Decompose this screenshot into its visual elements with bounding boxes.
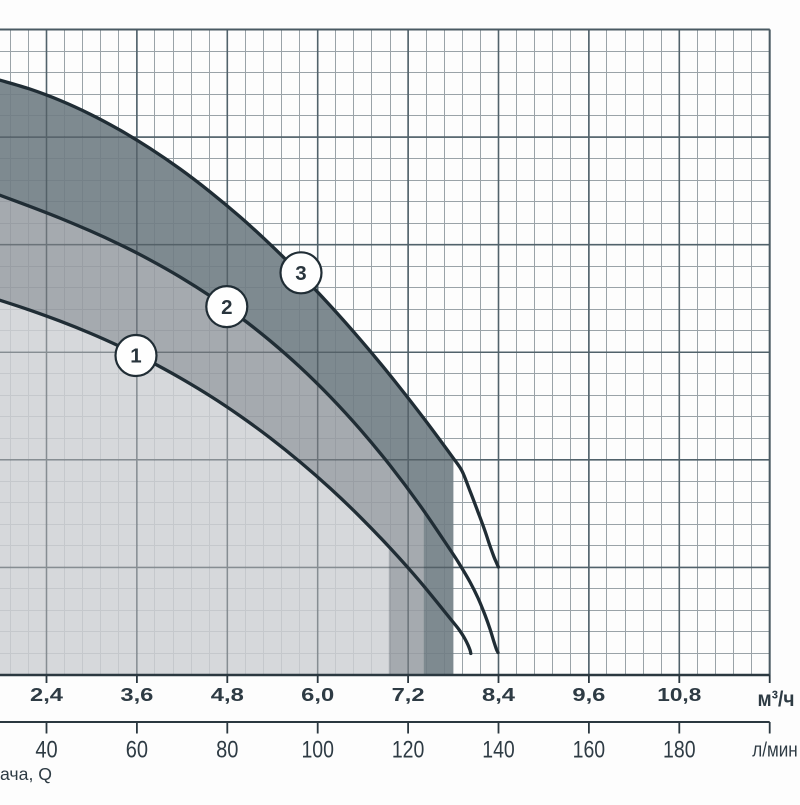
svg-text:л/мин: л/мин: [752, 739, 797, 762]
svg-text:10,8: 10,8: [657, 684, 701, 705]
svg-text:2: 2: [221, 296, 232, 319]
svg-text:100: 100: [301, 737, 334, 764]
svg-text:1: 1: [130, 345, 141, 368]
svg-text:80: 80: [216, 737, 238, 764]
svg-text:м³/ч: м³/ч: [758, 687, 795, 711]
svg-text:ача, Q: ача, Q: [0, 764, 52, 784]
svg-text:120: 120: [392, 737, 425, 764]
svg-text:7,2: 7,2: [392, 684, 425, 705]
svg-text:3,6: 3,6: [120, 684, 153, 705]
svg-text:6,0: 6,0: [301, 684, 334, 705]
svg-text:40: 40: [35, 737, 57, 764]
svg-text:160: 160: [573, 737, 606, 764]
svg-text:180: 180: [663, 737, 696, 764]
svg-text:2,4: 2,4: [30, 684, 64, 705]
svg-text:140: 140: [482, 737, 515, 764]
svg-text:9,6: 9,6: [572, 684, 605, 705]
svg-text:60: 60: [126, 737, 148, 764]
svg-text:3: 3: [295, 262, 306, 285]
svg-text:4,8: 4,8: [211, 684, 244, 705]
svg-text:8,4: 8,4: [482, 684, 516, 705]
